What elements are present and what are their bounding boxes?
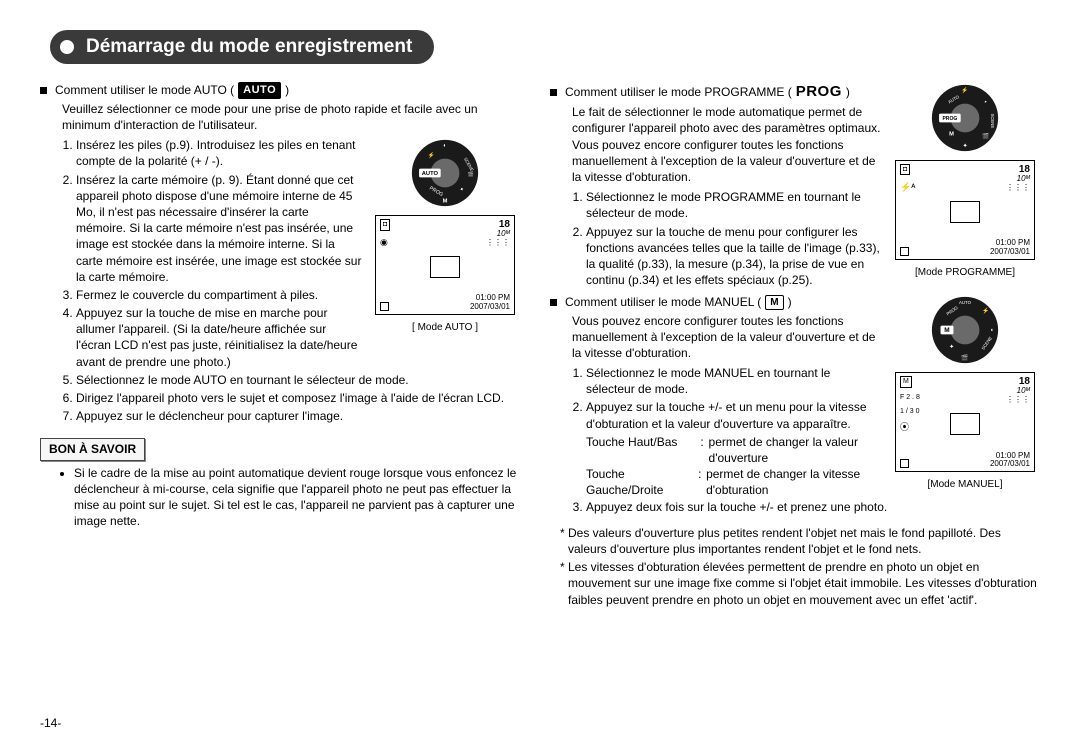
svg-text:SCENE: SCENE <box>990 113 995 128</box>
prog-lcd-screen: ◘ 18 10ᴹ ⋮⋮⋮ ⚡ᴬ 01:00 PM 2007/03/01 <box>895 160 1035 260</box>
man-step-2: Appuyez sur la touche +/- et un menu pou… <box>586 399 882 431</box>
info-box: BON À SAVOIR Si le cadre de la mise au p… <box>40 438 520 529</box>
auto-lcd-screen: ◘ 18 10ᴹ ⋮⋮⋮ ◉ 01:00 PM 2007/03/01 <box>375 215 515 315</box>
auto-head-end: ) <box>285 82 289 98</box>
svg-text:AUTO: AUTO <box>422 171 439 177</box>
prog-figure: PROG AUTO ⚡ ◐ SCENE 🎬 ✦ M ◘ 18 10ᴹ <box>890 82 1040 280</box>
man-head-text: Comment utiliser le mode MANUEL ( <box>565 294 761 310</box>
scr-focus-frame <box>430 256 460 278</box>
kv-val-2: permet de changer la vitesse d'obturatio… <box>706 466 882 498</box>
scr-qual: ⋮⋮⋮ <box>1006 396 1030 405</box>
auto-caption: [ Mode AUTO ] <box>412 321 478 335</box>
man-step-3: Appuyez deux fois sur la touche +/- et p… <box>586 499 1040 515</box>
man-figure: M PROG AUTO ⚡ ◐ SCENE 🎬 ✦ M 18 10ᴹ <box>890 294 1040 492</box>
mode-dial-prog: PROG AUTO ⚡ ◐ SCENE 🎬 ✦ M <box>929 82 1001 154</box>
svg-text:M: M <box>949 131 954 137</box>
scr-qual: ⋮⋮⋮ <box>486 239 510 248</box>
right-column: Comment utiliser le mode PROGRAMME ( PRO… <box>550 82 1040 610</box>
man-step-1: Sélectionnez le mode MANUEL en tournant … <box>586 365 882 397</box>
prog-steps: Sélectionnez le mode PROGRAMME en tourna… <box>572 189 882 288</box>
svg-text:AUTO: AUTO <box>959 300 972 305</box>
auto-intro: Veuillez sélectionner ce mode pour une p… <box>62 101 520 133</box>
scr-focus-frame <box>950 413 980 435</box>
man-step-3-list: Appuyez deux fois sur la touche +/- et p… <box>572 499 1040 515</box>
auto-step-2: Insérez la carte mémoire (p. 9). Étant d… <box>76 172 362 285</box>
bullet-square <box>550 89 557 96</box>
auto-step-4: Appuyez sur la touche de mise en marche … <box>76 305 362 370</box>
info-bullet: Si le cadre de la mise au point automati… <box>74 465 520 530</box>
page-title: Démarrage du mode enregistrement <box>50 30 434 64</box>
scr-eye-icon: ◉ <box>380 236 388 248</box>
svg-text:◐: ◐ <box>991 328 995 334</box>
auto-steps-1-4: Insérez les piles (p.9). Introduisez les… <box>62 137 362 370</box>
scr-mode-icon: ◘ <box>900 164 910 175</box>
kv-val-1: permet de changer la valeur d'ouverture <box>709 434 882 466</box>
scr-date: 2007/03/01 <box>990 460 1030 468</box>
man-head-end: ) <box>788 294 792 310</box>
man-badge: M <box>765 295 783 311</box>
scr-meter-icon: ⦿ <box>900 421 909 433</box>
prog-badge: PROG <box>796 82 842 102</box>
svg-text:M: M <box>443 199 448 205</box>
note-1: * Des valeurs d'ouverture plus petites r… <box>568 525 1040 557</box>
auto-step-1: Insérez les piles (p.9). Introduisez les… <box>76 137 362 169</box>
bullet-square <box>40 87 47 94</box>
note-2: * Les vitesses d'obturation élevées perm… <box>568 559 1040 608</box>
prog-step-1: Sélectionnez le mode PROGRAMME en tourna… <box>586 189 882 221</box>
svg-text:PROG: PROG <box>942 116 957 122</box>
left-column: Comment utiliser le mode AUTO ( AUTO ) V… <box>40 82 520 610</box>
scr-s: 1 / 3 0 <box>900 407 919 416</box>
scr-date: 2007/03/01 <box>470 303 510 311</box>
scr-stop-icon <box>900 247 909 256</box>
svg-text:◐: ◐ <box>443 143 447 149</box>
scr-f: F 2 . 8 <box>900 393 920 402</box>
scr-mode-icon: M <box>900 376 912 387</box>
auto-section-head: Comment utiliser le mode AUTO ( AUTO ) <box>40 82 520 99</box>
auto-step-3: Fermez le couvercle du compartiment à pi… <box>76 287 362 303</box>
auto-step-6: Dirigez l'appareil photo vers le sujet e… <box>76 390 520 406</box>
prog-section-head: Comment utiliser le mode PROGRAMME ( PRO… <box>550 82 882 102</box>
auto-step-5: Sélectionnez le mode AUTO en tournant le… <box>76 372 520 388</box>
auto-figure: AUTO PROG M ✦ 🎬 SCENE ◐ ⚡ ◘ 18 10ᴹ <box>370 137 520 335</box>
bullet-square <box>550 299 557 306</box>
svg-text:✦: ✦ <box>963 143 968 150</box>
man-lcd-screen: M 18 10ᴹ ⋮⋮⋮ F 2 . 8 1 / 3 0 ⦿ 01:00 PM … <box>895 372 1035 472</box>
auto-steps-5-7: Sélectionnez le mode AUTO en tournant le… <box>62 372 520 425</box>
notes: * Des valeurs d'ouverture plus petites r… <box>550 525 1040 608</box>
kv-key-2: Touche Gauche/Droite <box>586 466 698 498</box>
svg-text:✦: ✦ <box>949 344 954 351</box>
page-number: -14- <box>40 716 61 730</box>
prog-caption: [Mode PROGRAMME] <box>915 266 1015 280</box>
scr-flash-icon: ⚡ᴬ <box>900 181 915 193</box>
prog-head-text: Comment utiliser le mode PROGRAMME ( <box>565 84 792 100</box>
auto-step-7: Appuyez sur le déclencheur pour capturer… <box>76 408 520 424</box>
scr-date: 2007/03/01 <box>990 248 1030 256</box>
scr-stop-icon <box>900 459 909 468</box>
man-intro: Vous pouvez encore configurer toutes les… <box>572 313 882 362</box>
man-section-head: Comment utiliser le mode MANUEL ( M ) <box>550 294 882 310</box>
man-steps-1-2: Sélectionnez le mode MANUEL en tournant … <box>572 365 882 432</box>
auto-head-text: Comment utiliser le mode AUTO ( <box>55 82 234 98</box>
mode-dial-auto: AUTO PROG M ✦ 🎬 SCENE ◐ ⚡ <box>409 137 481 209</box>
kv-table: Touche Haut/Bas : permet de changer la v… <box>586 434 882 499</box>
svg-text:M: M <box>944 327 949 334</box>
auto-badge: AUTO <box>238 82 281 99</box>
scr-stop-icon <box>380 302 389 311</box>
prog-intro: Le fait de sélectionner le mode automati… <box>572 104 882 185</box>
scr-qual: ⋮⋮⋮ <box>1006 184 1030 193</box>
prog-head-end: ) <box>846 84 850 100</box>
info-label: BON À SAVOIR <box>40 438 145 460</box>
page-title-bar: Démarrage du mode enregistrement <box>50 30 1040 64</box>
mode-dial-man: M PROG AUTO ⚡ ◐ SCENE 🎬 ✦ <box>929 294 1001 366</box>
svg-text:🎬: 🎬 <box>468 171 474 178</box>
kv-key-1: Touche Haut/Bas <box>586 434 700 466</box>
scr-focus-frame <box>950 201 980 223</box>
man-caption: [Mode MANUEL] <box>927 478 1002 492</box>
prog-step-2: Appuyez sur la touche de menu pour confi… <box>586 224 882 289</box>
scr-mode-icon: ◘ <box>380 219 390 230</box>
